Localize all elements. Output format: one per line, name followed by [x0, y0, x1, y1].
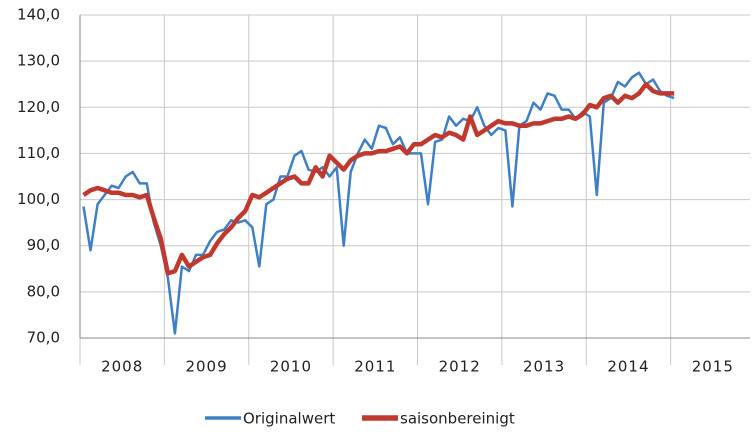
x-tick-label: 2009	[185, 358, 227, 376]
y-tick-label: 100,0	[17, 190, 60, 208]
x-tick-label: 2013	[523, 358, 565, 376]
x-tick-label: 2011	[354, 358, 396, 376]
legend-label: Originalwert	[243, 410, 335, 428]
y-tick-label: 80,0	[27, 282, 60, 300]
y-tick-label: 130,0	[17, 52, 60, 70]
y-tick-label: 90,0	[27, 236, 60, 254]
x-tick-label: 2015	[692, 358, 734, 376]
x-tick-label: 2008	[101, 358, 143, 376]
legend-label: saisonbereinigt	[400, 410, 515, 428]
x-tick-label: 2010	[270, 358, 312, 376]
y-tick-label: 110,0	[17, 144, 60, 162]
y-tick-label: 70,0	[27, 329, 60, 347]
y-tick-label: 140,0	[17, 6, 60, 24]
x-tick-label: 2012	[439, 358, 481, 376]
x-tick-label: 2014	[607, 358, 649, 376]
y-tick-label: 120,0	[17, 98, 60, 116]
series-line	[82, 81, 675, 276]
